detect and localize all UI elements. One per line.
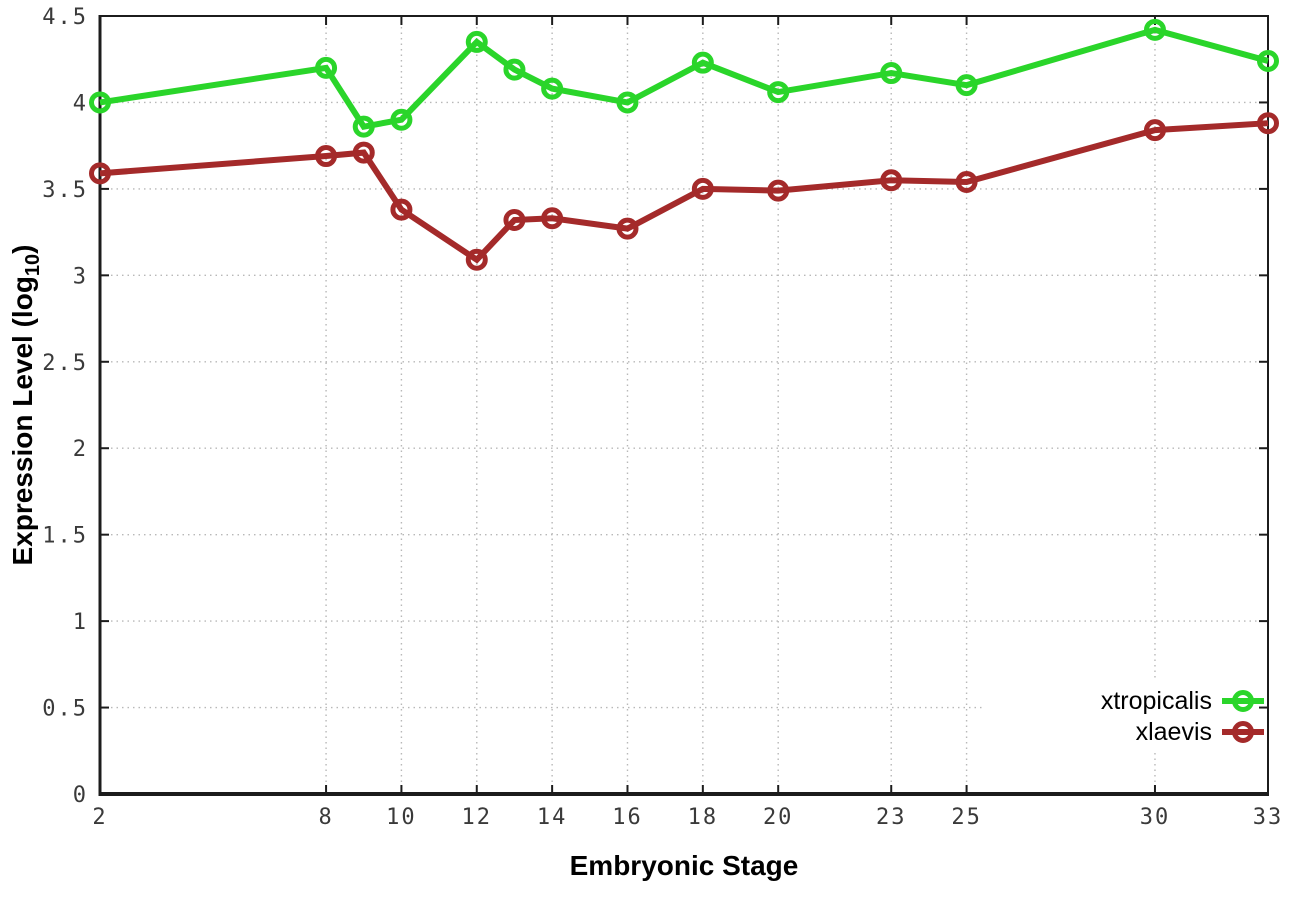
plot-border — [98, 15, 1269, 796]
y-tick-label-4: 4 — [73, 91, 88, 116]
gridlines — [100, 16, 1268, 794]
data-point-xtropicalis-2 — [89, 91, 111, 114]
data-point-xlaevis-2 — [89, 162, 111, 185]
legend-background — [985, 680, 1271, 750]
legend-sample-marker-xtropicalis — [1232, 690, 1254, 712]
data-point-xlaevis-20 — [767, 179, 790, 202]
legend: xtropicalis xlaevis — [1101, 687, 1264, 746]
y-tick-label-4.5: 4.5 — [42, 5, 88, 30]
y-axis-title-subscript: 10 — [22, 254, 44, 276]
y-tick-label-1.5: 1.5 — [42, 524, 88, 549]
data-point-xtropicalis-16 — [616, 91, 639, 114]
data-point-xlaevis-8 — [315, 145, 338, 168]
x-tick-label-33: 33 — [1253, 805, 1284, 830]
y-tick-label-3: 3 — [73, 264, 88, 289]
x-tick-label-30: 30 — [1140, 805, 1171, 830]
y-axis-title-main: Expression Level (log — [7, 276, 38, 565]
x-axis-title: Embryonic Stage — [570, 850, 799, 881]
data-point-xlaevis-9 — [352, 141, 375, 164]
legend-backdrop — [985, 680, 1271, 750]
x-tick-label-25: 25 — [951, 805, 982, 830]
data-point-xtropicalis-8 — [315, 56, 338, 79]
data-series — [89, 18, 1279, 271]
legend-label-xlaevis: xlaevis — [1136, 718, 1212, 746]
data-point-xtropicalis-13 — [503, 58, 526, 81]
data-point-xlaevis-14 — [541, 207, 564, 230]
data-point-xlaevis-18 — [691, 177, 714, 200]
series-line-xtropicalis — [99, 26, 1269, 130]
x-tick-label-8: 8 — [318, 805, 333, 830]
data-point-xlaevis-16 — [616, 217, 639, 240]
data-point-xtropicalis-30 — [1143, 18, 1166, 41]
data-point-xtropicalis-10 — [390, 108, 413, 131]
data-point-xtropicalis-14 — [541, 77, 564, 100]
data-point-xlaevis-12 — [465, 248, 488, 271]
x-tick-label-18: 18 — [688, 805, 719, 830]
x-tick-label-2: 2 — [92, 805, 107, 830]
axis-tick-labels: 2 8 10 12 14 16 18 20 23 25 30 33 0 0.5 1 1.5 2 2.5 3 3.5 4 4… — [42, 5, 1284, 830]
data-point-xtropicalis-20 — [767, 81, 790, 104]
y-tick-label-0: 0 — [73, 783, 88, 808]
data-point-xtropicalis-9 — [352, 115, 375, 138]
data-point-xlaevis-23 — [880, 169, 903, 192]
data-point-xlaevis-30 — [1143, 119, 1166, 142]
x-tick-label-10: 10 — [386, 805, 417, 830]
y-tick-label-2.5: 2.5 — [42, 351, 88, 376]
data-point-xlaevis-10 — [390, 198, 413, 221]
y-axis-title-close: ) — [7, 245, 38, 254]
x-tick-label-16: 16 — [612, 805, 643, 830]
data-point-xlaevis-13 — [503, 209, 526, 232]
data-point-xlaevis-25 — [955, 170, 978, 193]
y-tick-label-2: 2 — [73, 437, 88, 462]
x-tick-label-14: 14 — [537, 805, 568, 830]
y-tick-label-3.5: 3.5 — [42, 178, 88, 203]
data-point-xlaevis-33 — [1257, 112, 1279, 135]
series-line-xlaevis — [99, 120, 1269, 264]
legend-sample-marker-xlaevis — [1232, 721, 1254, 743]
y-axis-title: Expression Level (log10) — [7, 245, 44, 566]
data-point-xtropicalis-25 — [955, 74, 978, 97]
data-point-xtropicalis-18 — [691, 51, 714, 74]
axis-ticks — [99, 15, 1269, 795]
y-tick-label-0.5: 0.5 — [42, 697, 88, 722]
x-tick-label-23: 23 — [876, 805, 907, 830]
data-point-xtropicalis-33 — [1257, 49, 1279, 72]
data-point-xtropicalis-12 — [465, 30, 488, 53]
y-tick-label-1: 1 — [73, 610, 88, 635]
legend-label-xtropicalis: xtropicalis — [1101, 687, 1212, 715]
data-point-xtropicalis-23 — [880, 62, 903, 85]
x-tick-label-20: 20 — [763, 805, 794, 830]
x-tick-label-12: 12 — [462, 805, 493, 830]
